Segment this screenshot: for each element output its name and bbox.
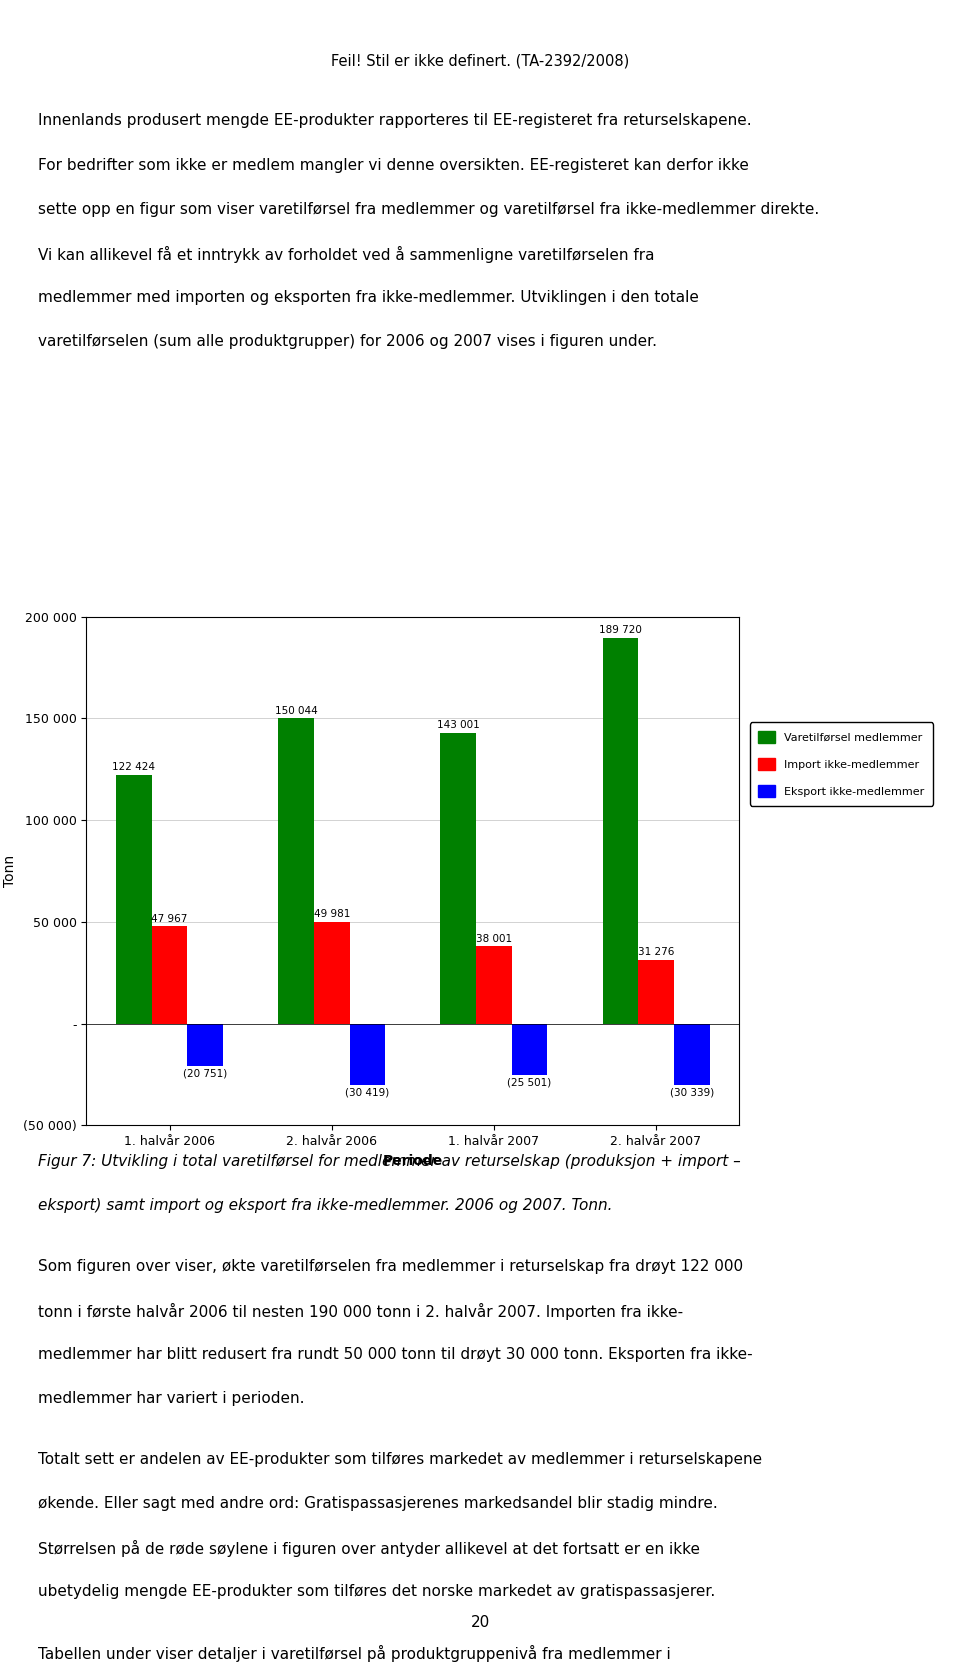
Text: ubetydelig mengde EE-produkter som tilføres det norske markedet av gratispassasj: ubetydelig mengde EE-produkter som tilfø… (38, 1584, 715, 1599)
Text: varetilførselen (sum alle produktgrupper) for 2006 og 2007 vises i figuren under: varetilførselen (sum alle produktgrupper… (38, 333, 658, 348)
Text: Størrelsen på de røde søylene i figuren over antyder allikevel at det fortsatt e: Størrelsen på de røde søylene i figuren … (38, 1540, 701, 1557)
Text: Innenlands produsert mengde EE-produkter rapporteres til EE-registeret fra retur: Innenlands produsert mengde EE-produkter… (38, 113, 752, 128)
Text: (20 751): (20 751) (183, 1069, 228, 1079)
Bar (314, 922, 349, 1024)
Bar (638, 960, 674, 1024)
Bar (674, 1024, 709, 1085)
Bar (441, 733, 476, 1024)
Text: 150 044: 150 044 (275, 705, 318, 715)
Text: 20: 20 (470, 1615, 490, 1630)
Text: Tabellen under viser detaljer i varetilførsel på produktgruppenivå fra medlemmer: Tabellen under viser detaljer i varetilf… (38, 1645, 671, 1662)
Text: medlemmer har blitt redusert fra rundt 50 000 tonn til drøyt 30 000 tonn. Ekspor: medlemmer har blitt redusert fra rundt 5… (38, 1347, 753, 1362)
Text: 189 720: 189 720 (599, 625, 642, 635)
Bar (603, 638, 638, 1024)
Bar (278, 718, 314, 1024)
Bar (152, 925, 187, 1024)
Text: For bedrifter som ikke er medlem mangler vi denne oversikten. EE-registeret kan : For bedrifter som ikke er medlem mangler… (38, 157, 749, 172)
Text: 122 424: 122 424 (112, 762, 156, 772)
Text: 38 001: 38 001 (476, 934, 512, 944)
Text: økende. Eller sagt med andre ord: Gratispassasjerenes markedsandel blir stadig m: økende. Eller sagt med andre ord: Gratis… (38, 1497, 718, 1510)
Text: 47 967: 47 967 (152, 914, 188, 924)
Text: 143 001: 143 001 (437, 720, 480, 730)
X-axis label: Periode: Periode (383, 1154, 443, 1167)
Text: medlemmer med importen og eksporten fra ikke-medlemmer. Utviklingen i den totale: medlemmer med importen og eksporten fra … (38, 290, 699, 305)
Y-axis label: Tonn: Tonn (4, 855, 17, 887)
Bar (512, 1024, 547, 1075)
Text: Figur 7: Utvikling i total varetilførsel for medlemmer av returselskap (produksj: Figur 7: Utvikling i total varetilførsel… (38, 1154, 741, 1169)
Text: eksport) samt import og eksport fra ikke-medlemmer. 2006 og 2007. Tonn.: eksport) samt import og eksport fra ikke… (38, 1197, 612, 1212)
Text: Vi kan allikevel få et inntrykk av forholdet ved å sammenligne varetilførselen f: Vi kan allikevel få et inntrykk av forho… (38, 245, 655, 263)
Text: (30 419): (30 419) (346, 1089, 390, 1099)
Bar (476, 947, 512, 1024)
Legend: Varetilførsel medlemmer, Import ikke-medlemmer, Eksport ikke-medlemmer: Varetilførsel medlemmer, Import ikke-med… (750, 722, 933, 805)
Text: medlemmer har variert i perioden.: medlemmer har variert i perioden. (38, 1390, 305, 1405)
Text: tonn i første halvår 2006 til nesten 190 000 tonn i 2. halvår 2007. Importen fra: tonn i første halvår 2006 til nesten 190… (38, 1304, 684, 1320)
Text: Feil! Stil er ikke definert. (TA-2392/2008): Feil! Stil er ikke definert. (TA-2392/20… (331, 53, 629, 68)
Text: sette opp en figur som viser varetilførsel fra medlemmer og varetilførsel fra ik: sette opp en figur som viser varetilførs… (38, 202, 820, 217)
Bar (349, 1024, 385, 1085)
Text: (30 339): (30 339) (669, 1087, 714, 1097)
Text: 49 981: 49 981 (314, 910, 349, 920)
Bar (116, 775, 152, 1024)
Text: 31 276: 31 276 (637, 947, 674, 957)
Text: Som figuren over viser, økte varetilførselen fra medlemmer i returselskap fra dr: Som figuren over viser, økte varetilførs… (38, 1259, 744, 1274)
Bar (187, 1024, 223, 1065)
Text: Totalt sett er andelen av EE-produkter som tilføres markedet av medlemmer i retu: Totalt sett er andelen av EE-produkter s… (38, 1452, 762, 1467)
Text: (25 501): (25 501) (508, 1079, 552, 1089)
